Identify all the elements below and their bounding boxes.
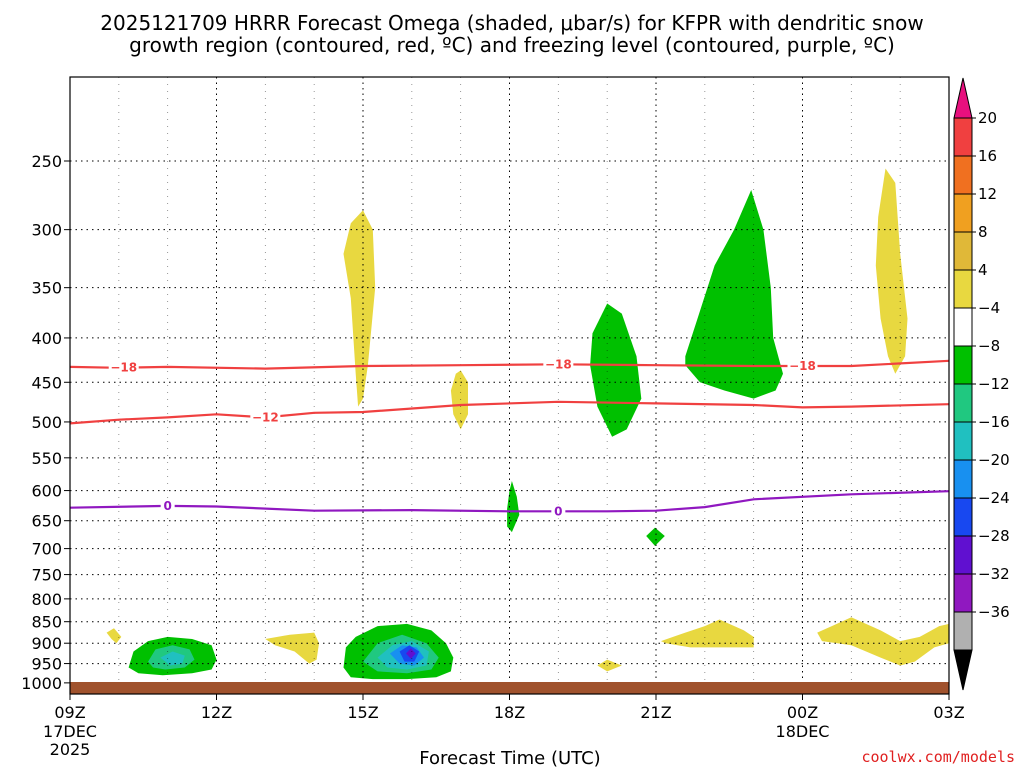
omega-yellow-mid-17z [450,370,468,430]
colorbar-label: −28 [978,527,1010,545]
chart-title-line1: 2025121709 HRRR Forecast Omega (shaded, … [100,11,923,35]
x-tick-label: 00Z [787,703,818,722]
y-axis-ticks: 250 300 350 400 450 500 550 600 650 700 750 800 850 9… [21,152,70,693]
y-tick-label: 800 [31,590,62,609]
x-axis-label: Forecast Time (UTC) [419,748,600,768]
colorbar-segment [953,497,973,537]
x-tick-date: 17DEC [43,722,97,741]
y-tick-label: 750 [31,566,62,585]
colorbar-label: −32 [978,565,1010,583]
contour-label: −18 [789,359,816,373]
y-tick-label: 700 [31,540,62,559]
colorbar-segment [953,345,973,385]
x-tick-label: 15Z [347,703,378,722]
y-tick-label: 650 [31,512,62,531]
colorbar-segment [953,573,973,613]
colorbar-segment [953,459,973,499]
contour-label-bg [108,360,139,375]
x-tick-year: 2025 [50,740,91,759]
ground-surface-bar [70,682,949,694]
colorbar-label: 8 [978,223,988,241]
omega-yellow-low-13z [265,632,319,664]
y-tick-label: 350 [31,279,62,298]
x-tick-label: 12Z [201,703,232,722]
y-tick-label: 450 [31,373,62,392]
contour-label: −12 [252,410,279,424]
colorbar-segment [953,383,973,423]
x-tick-label: 03Z [933,703,964,722]
omega-shading-layer [106,168,949,680]
omega-yellow-upper-15z [343,210,376,407]
colorbar-label: −8 [978,337,1000,355]
contour-label-bg [543,357,574,372]
contour-label: 0 [163,499,171,513]
omega-purple-low-16z [406,648,416,659]
y-tick-label: 900 [31,634,62,653]
contour-label: −18 [545,357,572,371]
y-tick-label: 300 [31,221,62,240]
colorbar-label: 4 [978,261,988,279]
contour-dgz-minus18 [69,359,950,370]
colorbar-segment [953,193,973,233]
omega-yellow-upper-02z [875,168,908,374]
y-tick-label: 950 [31,655,62,674]
colorbar-segment [953,117,973,157]
contour-label-bg [250,410,281,425]
colorbar-label: −12 [978,375,1010,393]
y-tick-label: 500 [31,413,62,432]
omega-cyan-low-11z [160,651,185,666]
colorbar-segment [953,269,973,309]
colorbar: 20 16 12 8 4 −4 −8 −12 −16 −20 −24 −28 −32 −36 [953,77,1010,691]
colorbar-segment [953,535,973,575]
y-tick-label: 600 [31,482,62,501]
omega-green-small-18z [507,481,520,533]
colorbar-segment [953,421,973,461]
y-tick-label: 1000 [21,674,62,693]
omega-yellow-low-23z [660,619,754,648]
omega-green-small-21z [646,527,665,546]
colorbar-label: −20 [978,451,1010,469]
colorbar-top-arrow [953,77,973,119]
x-tick-date: 18DEC [776,722,830,741]
omega-yellow-low-0930z [106,628,122,644]
x-tick-label: 09Z [54,703,85,722]
contour-label: −18 [110,361,137,375]
colorbar-segment [953,155,973,195]
colorbar-label: −24 [978,489,1010,507]
plot-area: −18 −18 −18 −12 0 0 [69,76,950,695]
y-tick-label: 550 [31,449,62,468]
colorbar-label: 12 [978,185,997,203]
contour-label-bg [787,359,818,374]
colorbar-label: −16 [978,413,1010,431]
colorbar-label: −36 [978,603,1010,621]
colorbar-bottom-arrow [953,649,973,691]
omega-yellow-low-02z [817,617,949,666]
colorbar-label: 16 [978,147,997,165]
colorbar-label: 20 [978,109,997,127]
omega-green-upper-23z [685,190,783,399]
y-tick-label: 400 [31,329,62,348]
credit-text: coolwx.com/models [861,748,1015,766]
colorbar-label: −4 [978,299,1000,317]
contour-dgz-minus12 [69,400,950,425]
y-tick-label: 850 [31,613,62,632]
omega-yellow-low-2000z [597,659,622,672]
contour-label-bg [160,498,175,513]
contour-layer: −18 −18 −18 −12 0 0 [69,357,950,519]
chart-title-line2: growth region (contoured, red, ºC) and f… [129,33,895,57]
colorbar-segment [953,231,973,271]
y-tick-label: 250 [31,152,62,171]
contour-label-bg [551,504,566,519]
colorbar-segment [953,611,973,651]
x-tick-label: 21Z [640,703,671,722]
contour-label: 0 [554,504,562,518]
x-tick-label: 18Z [494,703,525,722]
colorbar-segment [953,307,973,347]
